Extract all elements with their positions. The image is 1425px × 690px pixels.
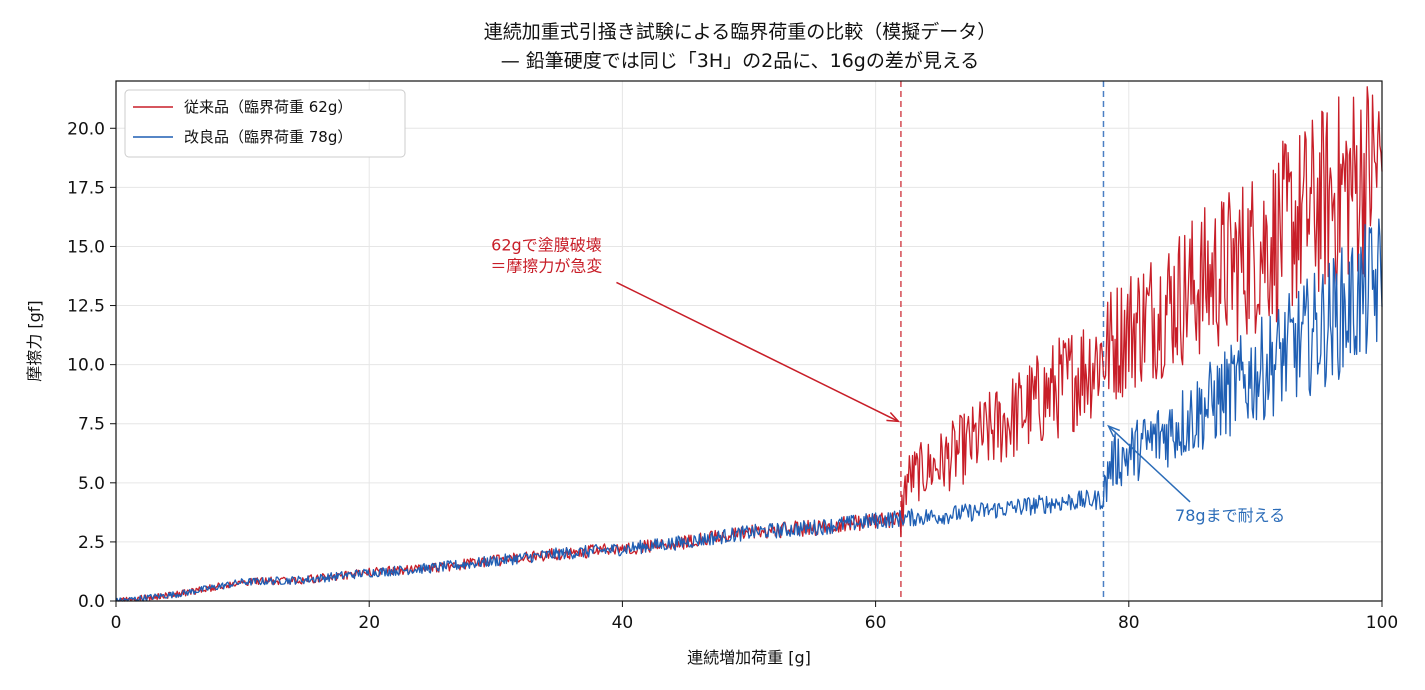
annotation-arrow-1 [1108, 425, 1191, 503]
y-tick-label: 10.0 [67, 356, 105, 376]
y-tick-label: 7.5 [78, 415, 105, 435]
annotation-text-0: 62gで塗膜破壊 [491, 235, 602, 254]
series-layer [115, 86, 1383, 602]
x-tick-label: 80 [1118, 613, 1140, 633]
chart-subtitle: — 鉛筆硬度では同じ「3H」の2品に、16gの差が見える [501, 50, 980, 72]
legend-box [124, 89, 406, 158]
y-tick-label: 15.0 [67, 237, 105, 257]
x-tick-label: 100 [1366, 613, 1398, 633]
plot-frame [115, 80, 1383, 602]
y-tick-label: 20.0 [67, 119, 105, 139]
critical-load-lines [900, 81, 1105, 601]
y-tick-label: 0.0 [78, 592, 105, 612]
x-tick-label: 20 [358, 613, 380, 633]
legend: 従来品（臨界荷重 62g） 改良品（臨界荷重 78g） [124, 89, 406, 158]
annotation-text-1: 78gまで耐える [1175, 506, 1285, 525]
legend-label-improved: 改良品（臨界荷重 78g） [184, 128, 352, 146]
y-tick-label: 17.5 [67, 178, 105, 198]
y-tick-label: 2.5 [78, 533, 105, 553]
annotation-arrow-0 [616, 281, 899, 423]
annotation-arrowhead-1 [1107, 424, 1121, 438]
axis-ticks: 0 20 40 60 80 100 0.0 2.5 5.0 7.5 10.0 12.5 15.0 17.5… [67, 119, 1398, 633]
legend-label-conventional: 従来品（臨界荷重 62g） [184, 98, 352, 116]
x-tick-label: 40 [612, 613, 634, 633]
x-tick-label: 0 [111, 613, 122, 633]
annotations: 62gで塗膜破壊 ＝摩擦力が急変 78gまで耐える [490, 235, 1285, 525]
x-axis-label: 連続増加荷重 [g] [687, 648, 811, 667]
y-tick-label: 12.5 [67, 297, 105, 317]
x-tick-label: 60 [865, 613, 887, 633]
series-line-1 [115, 218, 1383, 602]
y-axis-label: 摩擦力 [gf] [25, 300, 44, 381]
chart-title: 連続加重式引掻き試験による臨界荷重の比較（模擬データ） [484, 21, 996, 43]
annotation-arrowhead-0 [886, 411, 901, 423]
annotation-text-0: ＝摩擦力が急変 [490, 256, 602, 275]
y-tick-label: 5.0 [78, 474, 105, 494]
